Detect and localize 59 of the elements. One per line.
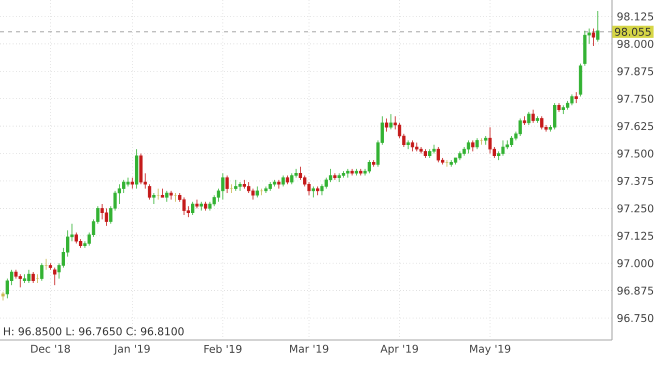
candlestick (527, 111, 530, 126)
candlestick (531, 109, 535, 124)
candlestick (251, 188, 255, 200)
candlestick (471, 140, 474, 152)
y-tick-label: 97.875 (617, 67, 654, 76)
candlestick (152, 192, 156, 204)
x-tick-label: May '19 (470, 344, 510, 355)
candlestick (307, 182, 311, 196)
y-tick-label: 96.750 (617, 314, 654, 322)
y-tick-label: 98.125 (617, 12, 654, 20)
candlestick (466, 140, 470, 154)
x-tick-label: Apr '19 (380, 344, 418, 355)
candlestick (501, 140, 505, 156)
y-tick-label: 97.750 (617, 94, 654, 103)
candlestick (410, 140, 414, 152)
x-tick-label: Feb '19 (204, 344, 242, 353)
y-tick-label: 97.250 (617, 204, 654, 212)
y-tick-label: 97.000 (617, 259, 654, 268)
candlestick (104, 208, 108, 226)
candlestick (596, 10, 600, 42)
candlestick (574, 92, 578, 104)
candlestick (191, 201, 194, 216)
candlestick (130, 177, 134, 190)
candlestick (22, 274, 26, 284)
candlestick (488, 126, 492, 154)
candlestick (148, 184, 152, 200)
candlestick (165, 190, 168, 202)
y-tick-label: 97.625 (617, 122, 654, 130)
y-tick-label: 97.125 (617, 232, 654, 240)
candlestick (475, 138, 479, 150)
candlestick (225, 175, 229, 194)
y-tick-label: 98.000 (617, 40, 654, 48)
candlestick (368, 160, 372, 174)
candlestick (118, 184, 122, 204)
candlestick (320, 184, 324, 196)
candlestick (570, 94, 574, 106)
candlestick (256, 186, 259, 198)
candlestick (53, 267, 56, 286)
candlestick (389, 114, 393, 130)
candlestick (32, 272, 35, 284)
candlestick (384, 118, 388, 132)
x-tick-label: Jan '19 (114, 344, 150, 355)
candlestick (282, 175, 285, 187)
candlestick (592, 28, 596, 46)
candlestick (510, 136, 514, 148)
y-tick-label: 97.375 (617, 176, 654, 185)
candlestick (312, 186, 315, 198)
y-tick-label: 97.500 (617, 150, 654, 158)
candlestick (40, 262, 44, 282)
candlestick (182, 197, 186, 216)
candlestick (27, 269, 31, 284)
annotation: H: 96.8500 L: 96.7650 C: 96.8100 (4, 327, 184, 336)
x-tick-label: Mar '19 (290, 344, 328, 353)
candlestick (100, 204, 104, 220)
x-tick-label: Dec '18 (31, 344, 70, 353)
candlestick (221, 172, 224, 200)
candlestick (298, 166, 302, 180)
ref-line-label: 98.055 (614, 28, 651, 36)
y-tick-label: 96.875 (617, 286, 654, 295)
